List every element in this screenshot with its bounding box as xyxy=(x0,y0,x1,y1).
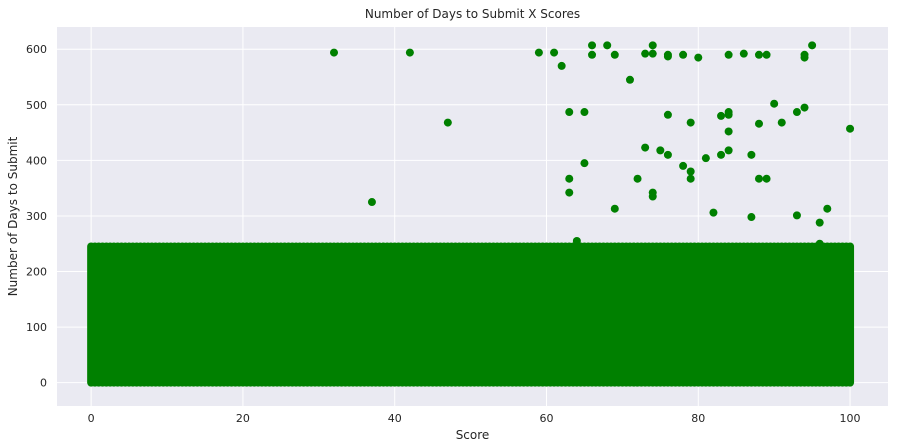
data-point xyxy=(663,110,672,119)
y-tick-label: 400 xyxy=(26,154,47,167)
data-point xyxy=(572,236,581,245)
data-point xyxy=(663,150,672,159)
data-point xyxy=(808,41,817,50)
data-point xyxy=(686,118,695,127)
y-axis-label: Number of Days to Submit xyxy=(6,136,20,296)
data-point xyxy=(443,118,452,127)
data-point xyxy=(625,75,634,84)
data-point xyxy=(815,218,824,227)
y-tick-label: 500 xyxy=(26,99,47,112)
data-point xyxy=(641,49,650,58)
data-point xyxy=(565,174,574,183)
data-point xyxy=(588,41,597,50)
data-point xyxy=(603,41,612,50)
x-tick-labels: 0 20 40 60 80 100 xyxy=(88,412,861,425)
data-point xyxy=(648,192,657,201)
data-point xyxy=(557,61,566,70)
chart-title: Number of Days to Submit X Scores xyxy=(365,7,580,21)
y-tick-label: 600 xyxy=(26,43,47,56)
data-point xyxy=(724,127,733,136)
data-point xyxy=(663,52,672,61)
dense-point-band xyxy=(87,242,855,387)
data-point xyxy=(762,174,771,183)
data-point xyxy=(648,49,657,58)
data-point xyxy=(686,174,695,183)
data-point xyxy=(633,174,642,183)
data-point xyxy=(330,48,338,57)
x-tick-label: 100 xyxy=(840,412,861,425)
data-point xyxy=(610,204,619,213)
data-point xyxy=(588,50,597,59)
data-point xyxy=(709,208,718,217)
data-point xyxy=(679,50,688,59)
data-point xyxy=(754,119,763,128)
data-points xyxy=(330,41,855,248)
data-point xyxy=(550,48,559,57)
data-point xyxy=(565,108,574,117)
data-point xyxy=(717,150,726,159)
x-axis-label: Score xyxy=(456,428,490,442)
data-point xyxy=(405,48,414,57)
data-point xyxy=(815,239,824,248)
x-tick-label: 20 xyxy=(236,412,250,425)
data-point xyxy=(823,204,832,213)
data-point xyxy=(724,146,733,155)
data-point xyxy=(754,50,763,59)
data-point xyxy=(580,159,589,168)
data-point xyxy=(792,211,801,220)
data-point xyxy=(747,213,756,222)
data-point xyxy=(701,154,710,163)
data-point xyxy=(717,111,726,120)
data-point xyxy=(800,53,809,62)
y-tick-label: 100 xyxy=(26,321,47,334)
data-point xyxy=(747,150,756,159)
y-tick-labels: 0 100 200 300 400 500 600 xyxy=(26,43,47,389)
y-tick-label: 300 xyxy=(26,210,47,223)
data-point xyxy=(641,143,650,152)
data-point xyxy=(739,49,748,58)
x-tick-label: 0 xyxy=(88,412,95,425)
data-point xyxy=(724,50,733,59)
data-point xyxy=(367,198,376,207)
data-point xyxy=(648,41,657,50)
x-tick-label: 60 xyxy=(539,412,553,425)
data-point xyxy=(686,167,695,176)
data-point xyxy=(656,146,665,155)
x-tick-label: 80 xyxy=(691,412,705,425)
data-point xyxy=(777,118,786,127)
x-tick-label: 40 xyxy=(388,412,402,425)
data-point xyxy=(580,108,589,117)
data-point xyxy=(800,103,809,112)
data-point xyxy=(565,188,574,197)
data-point xyxy=(846,124,855,133)
data-point xyxy=(679,161,688,170)
y-tick-label: 0 xyxy=(40,377,47,390)
data-point xyxy=(610,50,619,59)
data-point xyxy=(534,48,543,57)
y-tick-label: 200 xyxy=(26,266,47,279)
data-point xyxy=(724,110,733,119)
data-point xyxy=(762,50,771,59)
data-point xyxy=(770,99,779,108)
data-point xyxy=(694,53,703,62)
data-point xyxy=(792,108,801,117)
data-point xyxy=(754,174,763,183)
